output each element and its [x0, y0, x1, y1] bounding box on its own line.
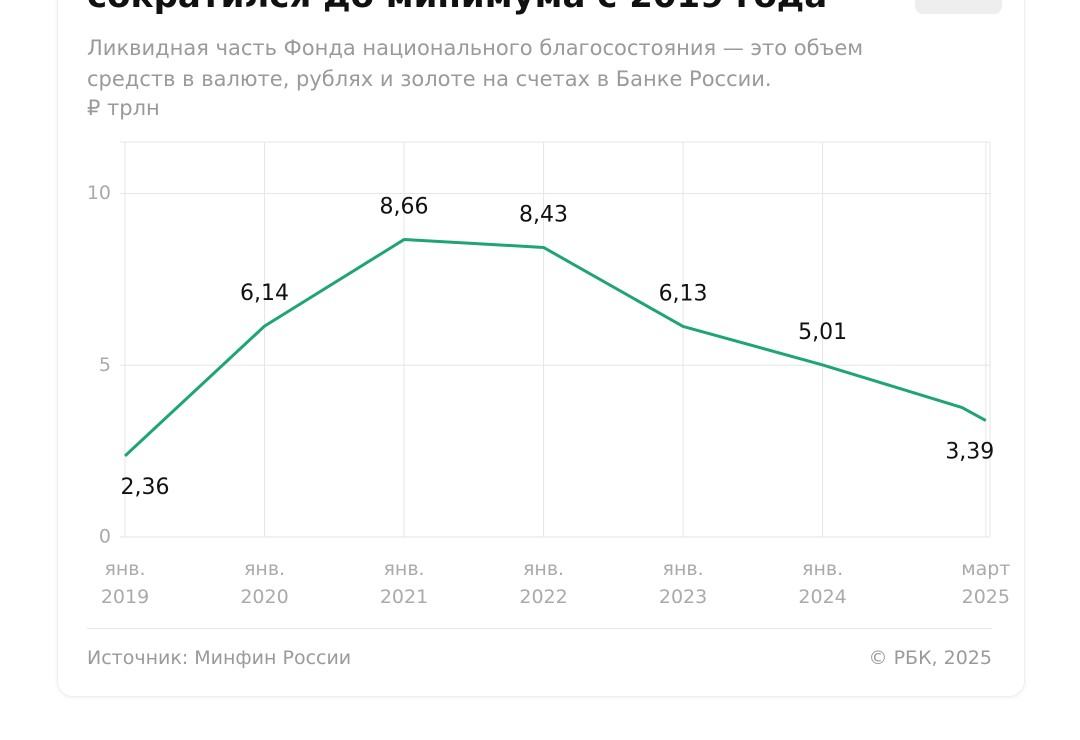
data-label: 8,66	[380, 195, 429, 220]
y-tick-label: 5	[99, 354, 111, 376]
x-tick-label: янв. 2020	[240, 558, 289, 608]
x-tick-label: янв. 2021	[379, 558, 429, 608]
subtitle: Ликвидная часть Фонда национального благ…	[87, 36, 864, 91]
data-label: 6,14	[240, 281, 289, 306]
y-tick-label: 10	[87, 182, 111, 204]
y-axis-label: ₽ трлн	[87, 96, 160, 120]
x-tick-label: март 2025	[961, 558, 1011, 608]
data-label: 8,43	[519, 202, 568, 227]
separator	[87, 628, 992, 629]
x-tick-label: янв. 2019	[100, 558, 150, 608]
x-tick-label: янв. 2022	[519, 558, 568, 608]
data-label: 3,39	[945, 440, 994, 465]
data-label: 5,01	[798, 320, 847, 345]
line	[123, 238, 987, 458]
x-tick-label: янв. 2024	[798, 558, 847, 608]
data-label: 2,36	[121, 475, 170, 500]
button[interactable]	[915, 0, 1002, 14]
credit: © РБК, 2025	[868, 647, 992, 669]
data-label: 6,13	[659, 281, 708, 306]
y-tick-label: 0	[99, 526, 111, 548]
source: Источник: Минфин России	[87, 647, 352, 669]
card	[57, 0, 1025, 697]
chart-title: сократился до минимума с 2019 года	[87, 0, 827, 16]
x-tick-label: янв. 2023	[658, 558, 708, 608]
